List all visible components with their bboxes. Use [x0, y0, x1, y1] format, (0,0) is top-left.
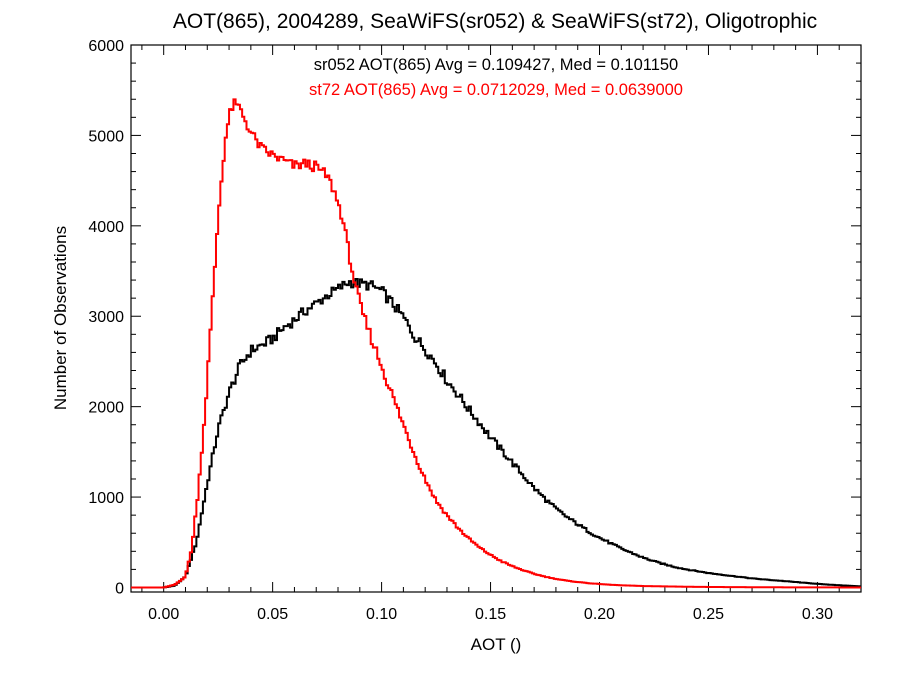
series-st72-line — [131, 98, 861, 589]
x-tick-label: 0.15 — [475, 606, 506, 623]
y-axis-ticks: 0 1000 2000 3000 4000 5000 6000 — [88, 38, 861, 597]
chart-title: AOT(865), 2004289, SeaWiFS(sr052) & SeaW… — [173, 10, 817, 33]
x-axis-label: AOT () — [471, 635, 522, 654]
y-tick-label: 0 — [115, 580, 124, 597]
plot-frame — [130, 44, 862, 593]
x-tick-label: 0.25 — [693, 606, 724, 623]
x-tick-label: 0.10 — [366, 606, 397, 623]
series-layer — [131, 98, 861, 589]
y-tick-label: 3000 — [88, 309, 124, 326]
x-tick-label: 0.30 — [802, 606, 833, 623]
y-tick-label: 2000 — [88, 400, 124, 417]
y-tick-label: 5000 — [88, 128, 124, 145]
y-tick-label: 6000 — [88, 38, 124, 55]
x-tick-label: 0.05 — [257, 606, 288, 623]
annotation-st72-stats: st72 AOT(865) Avg = 0.0712029, Med = 0.0… — [309, 81, 683, 99]
y-tick-label: 1000 — [88, 490, 124, 507]
series-sr052-line — [131, 278, 861, 589]
x-tick-label: 0.00 — [148, 606, 179, 623]
annotation-sr052-stats: sr052 AOT(865) Avg = 0.109427, Med = 0.1… — [314, 56, 678, 74]
x-tick-label: 0.20 — [584, 606, 615, 623]
y-tick-label: 4000 — [88, 219, 124, 236]
y-axis-label: Number of Observations — [51, 226, 70, 410]
